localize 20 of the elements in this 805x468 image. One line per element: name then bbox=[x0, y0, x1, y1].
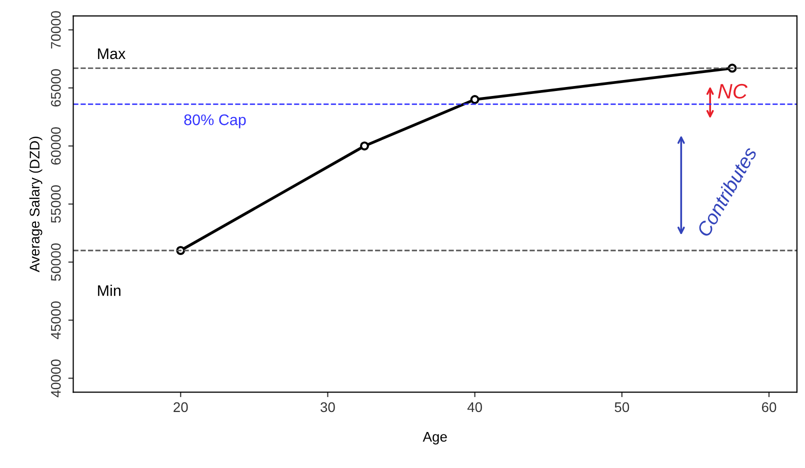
point bbox=[360, 141, 370, 150]
ref-line-label: Max bbox=[98, 48, 126, 60]
x-axis-title: Age bbox=[422, 432, 447, 444]
y-tick-label: 55000 bbox=[50, 185, 61, 223]
x-tick-label: 30 bbox=[320, 402, 335, 412]
y-tick-label: 40000 bbox=[50, 359, 61, 398]
x-tick-label: 50 bbox=[614, 402, 630, 412]
y-tick-label: 70000 bbox=[50, 11, 61, 48]
y-tick-label: 65000 bbox=[50, 69, 61, 107]
y-tick-label: 50000 bbox=[50, 243, 61, 281]
y-tick-label: 60000 bbox=[50, 127, 61, 165]
y-tick-label: 45000 bbox=[50, 301, 61, 340]
x-tick-label: 20 bbox=[174, 402, 188, 412]
ref-line-label: Min bbox=[98, 284, 120, 296]
x-tick-label: 60 bbox=[762, 402, 776, 412]
point bbox=[470, 95, 480, 104]
x-tick-label: 40 bbox=[467, 402, 482, 412]
y-axis-title: Average Salary (DZD) bbox=[29, 136, 42, 272]
ref-line-label: 80% Cap bbox=[184, 114, 246, 128]
annotation: NC bbox=[718, 84, 748, 99]
